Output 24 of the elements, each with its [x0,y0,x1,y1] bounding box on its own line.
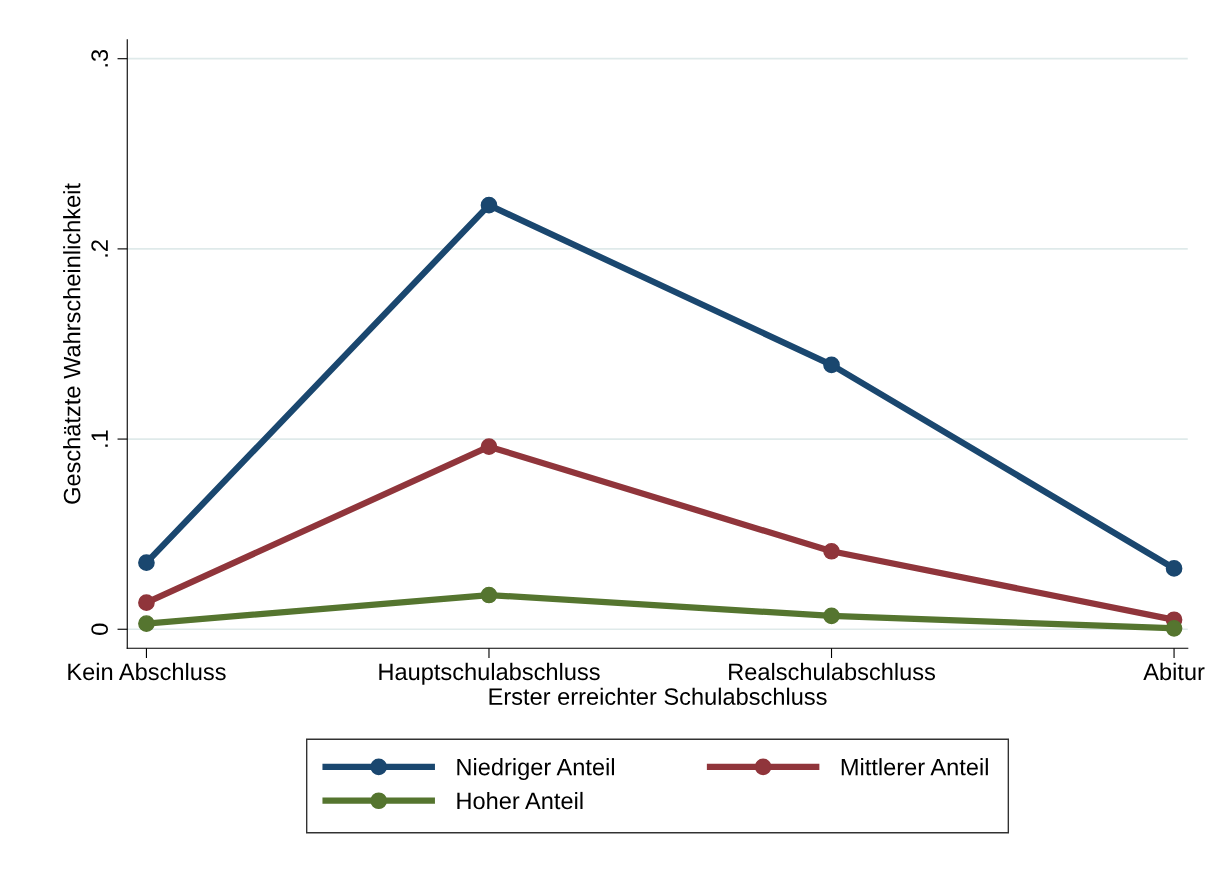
legend-label: Hoher Anteil [457,791,583,810]
x-tick-label: Abitur [1143,662,1205,681]
point [480,196,498,214]
point [480,438,498,456]
point [138,615,155,632]
legend-label: Niedriger Anteil [457,758,614,781]
y-tick-label: .3 [91,49,109,67]
x-axis-title: Erster erreichter Schulabschluss [489,687,827,705]
y-axis-title: Geschätzte Wahrscheinlichkeit [63,183,81,504]
point [823,542,840,560]
point [138,554,155,572]
point [1165,619,1183,637]
x-tick-label: Realschulabschluss [729,662,936,681]
legend-label: Mittlerer Anteil [841,758,988,776]
point [1165,560,1183,577]
y-tick-label: .2 [91,240,108,257]
x-tick-label: Kein Abschluss [68,662,226,681]
y-tick-label: 0 [91,623,109,635]
x-tick-label: Hauptschulabschluss [379,662,600,685]
point [823,607,840,625]
point [480,586,498,604]
point [138,594,155,611]
point [823,356,840,374]
y-tick-label: .1 [91,430,108,447]
